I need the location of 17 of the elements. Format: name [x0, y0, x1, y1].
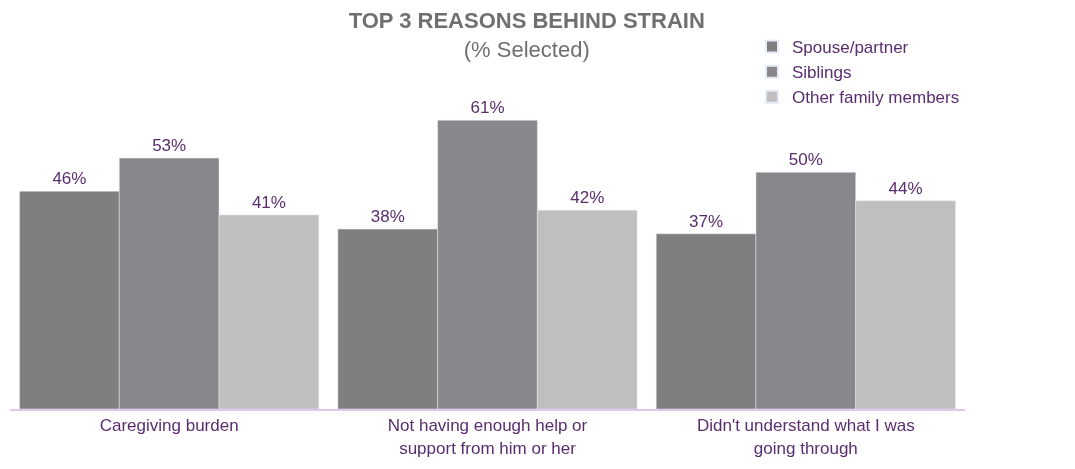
- data-label: 53%: [152, 136, 187, 156]
- chart-title: TOP 3 REASONS BEHIND STRAIN: [348, 8, 705, 34]
- data-label: 61%: [470, 98, 505, 118]
- x-tick-label: Not having enough help or support from him or her: [387, 416, 588, 458]
- data-label: 37%: [689, 211, 724, 231]
- legend-label: Spouse/partner: [792, 38, 909, 58]
- legend-label: Siblings: [792, 63, 852, 83]
- data-label: 42%: [570, 188, 605, 208]
- x-tick-label: Caregiving burden: [99, 416, 239, 436]
- legend-label: Other family members: [792, 88, 960, 108]
- data-label: 50%: [788, 150, 823, 170]
- data-label: 44%: [888, 178, 923, 198]
- data-label: 41%: [251, 192, 286, 212]
- chart-subtitle: (% Selected): [463, 36, 590, 62]
- data-label: 46%: [52, 169, 87, 189]
- x-tick-label: Didn't understand what I was going through: [696, 416, 915, 458]
- data-label: 38%: [370, 207, 405, 227]
